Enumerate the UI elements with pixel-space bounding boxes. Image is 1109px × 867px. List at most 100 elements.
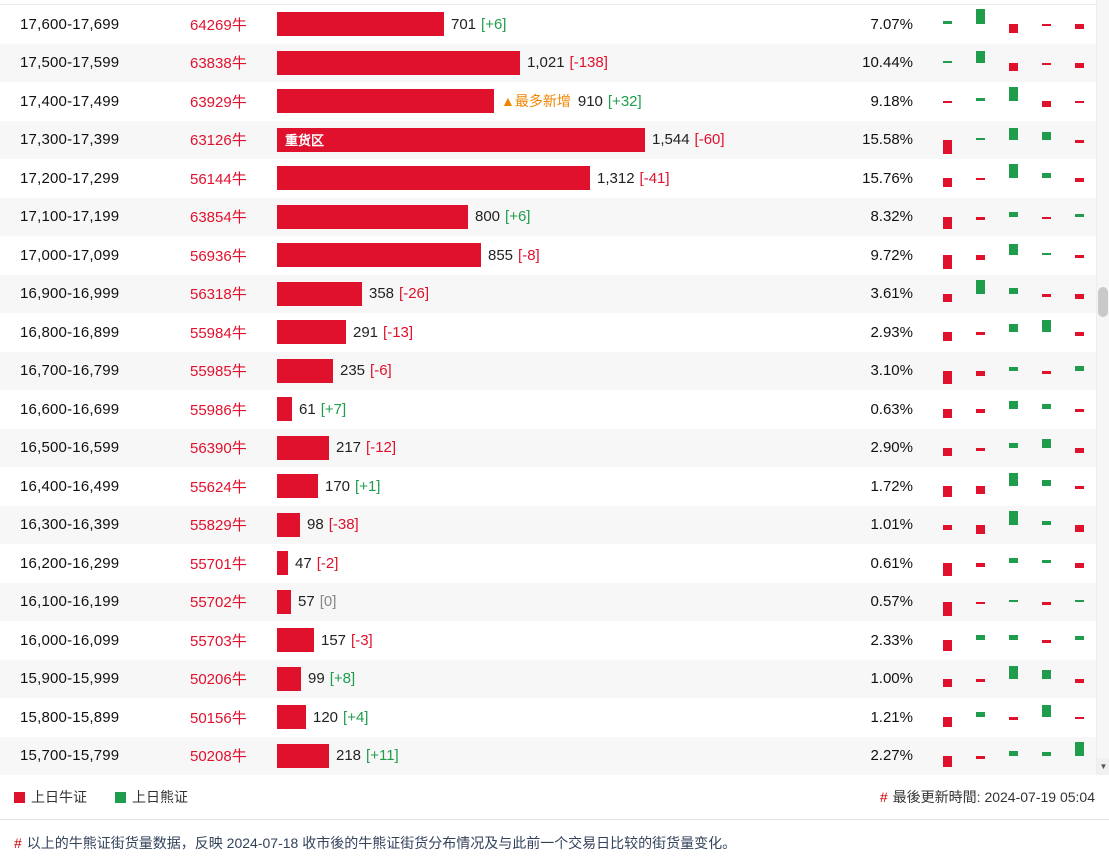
cbbc-code-link[interactable]: 63854牛 [190,209,247,227]
cbbc-code-link[interactable]: 55703牛 [190,632,247,650]
cbbc-code-link[interactable]: 63126牛 [190,132,247,150]
cbbc-code-link[interactable]: 63929牛 [190,93,247,111]
sparkline-bar [1075,354,1084,388]
table-row[interactable]: 16,400-16,499 55624牛 170 [+1] 1.72% [0,467,1096,506]
sparkline-bar [976,508,985,542]
table-row[interactable]: 16,300-16,399 55829牛 98 [-38] 1.01% [0,505,1096,544]
sparkline-bar [976,123,985,157]
sparkline-bar [1009,546,1018,580]
table-row[interactable]: 15,800-15,899 50156牛 120 [+4] 1.21% [0,698,1096,737]
cbbc-code-link[interactable]: 55985牛 [190,363,247,381]
sparkline-bar [1009,662,1018,696]
percent-value: 1.21% [870,708,913,726]
sparkline-bar [976,7,985,41]
percent-value: 8.32% [870,208,913,226]
volume-bar [277,666,301,691]
cbbc-code-link[interactable]: 50156牛 [190,709,247,727]
volume-bar [277,397,292,422]
table-row[interactable]: 16,900-16,999 56318牛 358 [-26] 3.61% [0,274,1096,314]
sparkline-bar [1042,585,1051,619]
sparkline-bar [1042,7,1051,41]
volume-value: 291 [353,323,379,341]
volume-value: 157 [321,631,347,649]
cbbc-code-link[interactable]: 50208牛 [190,748,247,766]
table-row[interactable]: 15,700-15,799 50208牛 218 [+11] 2.27% [0,736,1096,775]
sparkline-bar [943,431,952,465]
volume-bar-cell: 47 [-2] [265,551,833,576]
cbbc-code-link[interactable]: 56144牛 [190,170,247,188]
table-row[interactable]: 17,200-17,299 56144牛 1,312 [-41] 15.76% [0,159,1096,198]
table-row[interactable]: 16,000-16,099 55703牛 157 [-3] 2.33% [0,621,1096,660]
table-row[interactable]: 16,500-16,599 56390牛 217 [-12] 2.90% [0,428,1096,467]
legend-bull: 上日牛证 [14,787,87,807]
scrollbar-thumb[interactable] [1098,287,1108,317]
table-row[interactable]: 17,500-17,599 63838牛 1,021 [-138] 10.44% [0,43,1096,82]
sparkline-bar [943,392,952,426]
sparkline-bar [943,84,952,118]
table-row[interactable]: 16,100-16,199 55702牛 57 [0] 0.57% [0,582,1096,621]
volume-change: [-38] [328,516,359,534]
price-range: 16,600-16,699 [20,400,120,418]
volume-change: [-8] [518,246,540,264]
table-row[interactable]: 17,600-17,699 64269牛 701 [+6] 7.07% [0,5,1096,44]
volume-bar-cell: 57 [0] [265,589,833,614]
sparkline-bar [943,585,952,619]
heavy-zone-label: 重货区 [285,133,325,149]
history-sparkline [913,275,1096,314]
volume-bar-cell: 157 [-3] [265,628,833,653]
sparkline-bar [943,700,952,734]
sparkline-bar [943,238,952,272]
sparkline-bar [1042,623,1051,657]
volume-bar [277,743,329,768]
sparkline-bar [943,200,952,234]
percent-value: 15.58% [862,131,913,149]
sparkline-bar [976,277,985,311]
volume-bar [277,12,444,37]
cbbc-code-link[interactable]: 64269牛 [190,16,247,34]
cbbc-code-link[interactable]: 56936牛 [190,247,247,265]
table-row[interactable]: 17,000-17,099 56936牛 855 [-8] 9.72% [0,236,1096,275]
sparkline-bar [1075,161,1084,195]
cbbc-code-link[interactable]: 56318牛 [190,286,247,304]
vertical-scrollbar[interactable]: ▼ [1096,0,1109,775]
table-row[interactable]: 16,800-16,899 55984牛 291 [-13] 2.93% [0,313,1096,352]
table-row[interactable]: 16,600-16,699 55986牛 61 [+7] 0.63% [0,390,1096,429]
history-sparkline [913,698,1096,737]
volume-value: 701 [451,15,477,33]
cbbc-code-link[interactable]: 55701牛 [190,555,247,573]
table-body: 17,600-17,699 64269牛 701 [+6] 7.07% 17,5… [0,5,1096,775]
table-row[interactable]: 16,700-16,799 55985牛 235 [-6] 3.10% [0,351,1096,390]
cbbc-code-link[interactable]: 50206牛 [190,671,247,689]
table-row[interactable]: 17,400-17,499 63929牛 ▲最多新增 910 [+32] 9.1… [0,82,1096,121]
sparkline-bar [1009,315,1018,349]
sparkline-bar [943,739,952,773]
cbbc-code-link[interactable]: 55829牛 [190,517,247,535]
table-row[interactable]: 17,300-17,399 63126牛 重货区 1,544 [-60] 15.… [0,120,1096,159]
table-row[interactable]: 15,900-15,999 50206牛 99 [+8] 1.00% [0,659,1096,698]
cbbc-code-link[interactable]: 56390牛 [190,440,247,458]
sparkline-bar [1075,46,1084,80]
volume-value: 98 [307,516,324,534]
volume-bar [277,435,329,460]
volume-bar [277,320,346,345]
sparkline-bar [1042,508,1051,542]
volume-bar-cell: 重货区 1,544 [-60] [265,127,833,152]
cbbc-code-link[interactable]: 55702牛 [190,594,247,612]
price-range: 16,400-16,499 [20,477,120,495]
sparkline-bar [976,84,985,118]
volume-change: [-6] [370,362,392,380]
volume-value: 800 [475,208,501,226]
table-row[interactable]: 17,100-17,199 63854牛 800 [+6] 8.32% [0,197,1096,236]
cbbc-code-link[interactable]: 63838牛 [190,55,247,73]
sparkline-bar [1009,7,1018,41]
distribution-table: 17,600-17,699 64269牛 701 [+6] 7.07% 17,5… [0,0,1109,775]
cbbc-code-link[interactable]: 55984牛 [190,324,247,342]
sparkline-bar [976,700,985,734]
table-row[interactable]: 16,200-16,299 55701牛 47 [-2] 0.61% [0,544,1096,583]
sparkline-bar [1009,392,1018,426]
scroll-down-button[interactable]: ▼ [1097,758,1109,775]
sparkline-bar [976,46,985,80]
volume-change: [+11] [366,747,399,765]
cbbc-code-link[interactable]: 55986牛 [190,401,247,419]
cbbc-code-link[interactable]: 55624牛 [190,478,247,496]
